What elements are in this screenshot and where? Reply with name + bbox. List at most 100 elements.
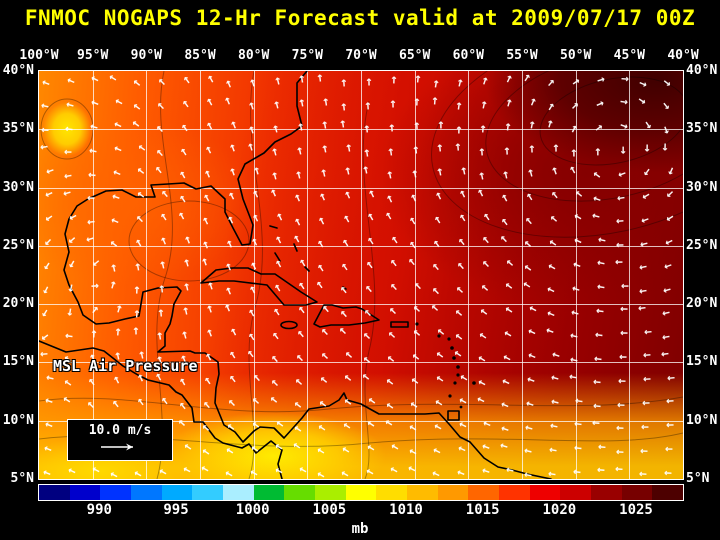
- colorbar-segment: [529, 485, 561, 500]
- lon-label: 50°W: [560, 48, 592, 63]
- wind-arrow: →: [404, 214, 422, 229]
- forecast-title: FNMOC NOGAPS 12-Hr Forecast valid at 200…: [24, 6, 696, 30]
- wind-arrow: →: [501, 278, 518, 295]
- wind-arrow: →: [543, 322, 557, 340]
- wind-arrow: →: [406, 419, 421, 437]
- lat-label: 20°N: [686, 296, 718, 312]
- colorbar-segment: [100, 485, 132, 500]
- wind-arrow: →: [596, 231, 608, 248]
- wind-arrow: →: [566, 149, 582, 158]
- wind-arrow: →: [615, 444, 624, 460]
- wind-arrow: →: [475, 350, 490, 368]
- wind-arrow: →: [519, 276, 535, 294]
- wind-arrow: →: [594, 71, 607, 89]
- wind-arrow: →: [546, 187, 563, 203]
- wind-arrow: →: [498, 396, 512, 414]
- wind-arrow: →: [269, 280, 287, 296]
- wind-arrow: →: [41, 209, 57, 227]
- wind-arrow: →: [267, 146, 284, 159]
- grid-line: [629, 71, 631, 479]
- wind-arrow: →: [660, 305, 672, 322]
- wind-arrow: →: [620, 301, 629, 317]
- wind-arrow: →: [243, 329, 261, 345]
- grid-line: [39, 420, 683, 422]
- wind-arrow: →: [385, 76, 402, 85]
- wind-arrow: →: [267, 122, 285, 135]
- wind-arrow: →: [404, 237, 421, 253]
- wind-arrow: →: [456, 392, 471, 410]
- lat-label: 40°N: [2, 63, 34, 78]
- wind-arrow: →: [249, 369, 266, 386]
- wind-arrow: →: [64, 462, 79, 479]
- grid-line: [361, 71, 362, 479]
- wind-arrow: →: [385, 279, 402, 296]
- wind-arrow: →: [573, 416, 584, 433]
- lon-label: 75°W: [291, 48, 323, 63]
- wind-arrow: →: [660, 329, 671, 346]
- wind-arrow: →: [132, 186, 149, 204]
- lat-label: 35°N: [686, 121, 718, 137]
- wind-arrow: →: [223, 418, 239, 436]
- wind-arrow: →: [224, 142, 242, 155]
- wind-arrow: →: [290, 169, 308, 181]
- wind-arrow: →: [594, 303, 605, 319]
- wind-arrow: →: [247, 211, 265, 225]
- wind-arrow: →: [453, 234, 471, 250]
- wind-arrow: →: [564, 162, 582, 177]
- wind-arrow: →: [450, 345, 466, 363]
- wind-arrow: →: [266, 170, 283, 182]
- wind-arrow: →: [498, 420, 511, 438]
- wind-arrow: →: [409, 98, 425, 107]
- wind-arrow: →: [451, 77, 469, 89]
- grid-line: [146, 71, 148, 479]
- wind-arrow: →: [64, 232, 81, 249]
- colorbar-segment: [591, 485, 622, 500]
- wind-arrow: →: [408, 121, 425, 131]
- wind-arrow: →: [83, 374, 101, 390]
- island-cuba: [200, 267, 318, 306]
- wind-arrow: →: [659, 74, 675, 91]
- wind-arrow: →: [201, 326, 219, 340]
- wind-arrow: →: [337, 235, 355, 251]
- lon-label: 80°W: [238, 48, 270, 63]
- wind-arrow: →: [480, 439, 493, 456]
- colorbar-tick-label: 1005: [312, 502, 347, 518]
- wind-arrow: →: [336, 259, 354, 275]
- wind-arrow: →: [567, 97, 584, 114]
- wind-arrow: →: [614, 461, 624, 477]
- wind-arrow: →: [547, 465, 558, 479]
- wind-arrow: →: [383, 350, 399, 367]
- wind-arrow: →: [314, 190, 332, 204]
- wind-arrow: →: [570, 256, 584, 274]
- wind-arrow: →: [657, 123, 674, 137]
- wind-arrow: →: [590, 147, 606, 156]
- lon-label: 95°W: [77, 48, 109, 63]
- wind-arrow: →: [572, 440, 583, 457]
- wind-arrow: →: [617, 397, 626, 413]
- wind-arrow: →: [360, 101, 376, 110]
- wind-arrow: →: [362, 210, 380, 225]
- wind-arrow: →: [87, 142, 99, 159]
- wind-arrow: →: [358, 351, 375, 369]
- wind-arrow: →: [132, 394, 149, 410]
- wind-arrow: →: [246, 235, 264, 249]
- wind-arrow: →: [177, 305, 194, 317]
- wind-arrow: →: [617, 117, 630, 135]
- wind-arrow: →: [642, 371, 651, 387]
- wind-arrow: →: [178, 72, 195, 88]
- wind-arrow: →: [88, 94, 101, 112]
- wind-arrow: →: [662, 209, 677, 227]
- wind-arrow: →: [39, 74, 53, 91]
- wind-arrow: →: [637, 283, 648, 300]
- wind-arrow: →: [638, 164, 655, 180]
- wind-arrow: →: [542, 99, 560, 115]
- wind-arrow: →: [383, 146, 400, 157]
- wind-arrow: →: [315, 167, 332, 179]
- wind-arrow: →: [569, 280, 583, 298]
- wind-arrow: →: [361, 77, 377, 86]
- wind-arrow: →: [520, 259, 536, 277]
- wind-arrow: →: [224, 348, 242, 363]
- wind-arrow: →: [220, 284, 238, 298]
- wind-arrow: →: [129, 75, 146, 92]
- wind-arrow: →: [173, 208, 191, 223]
